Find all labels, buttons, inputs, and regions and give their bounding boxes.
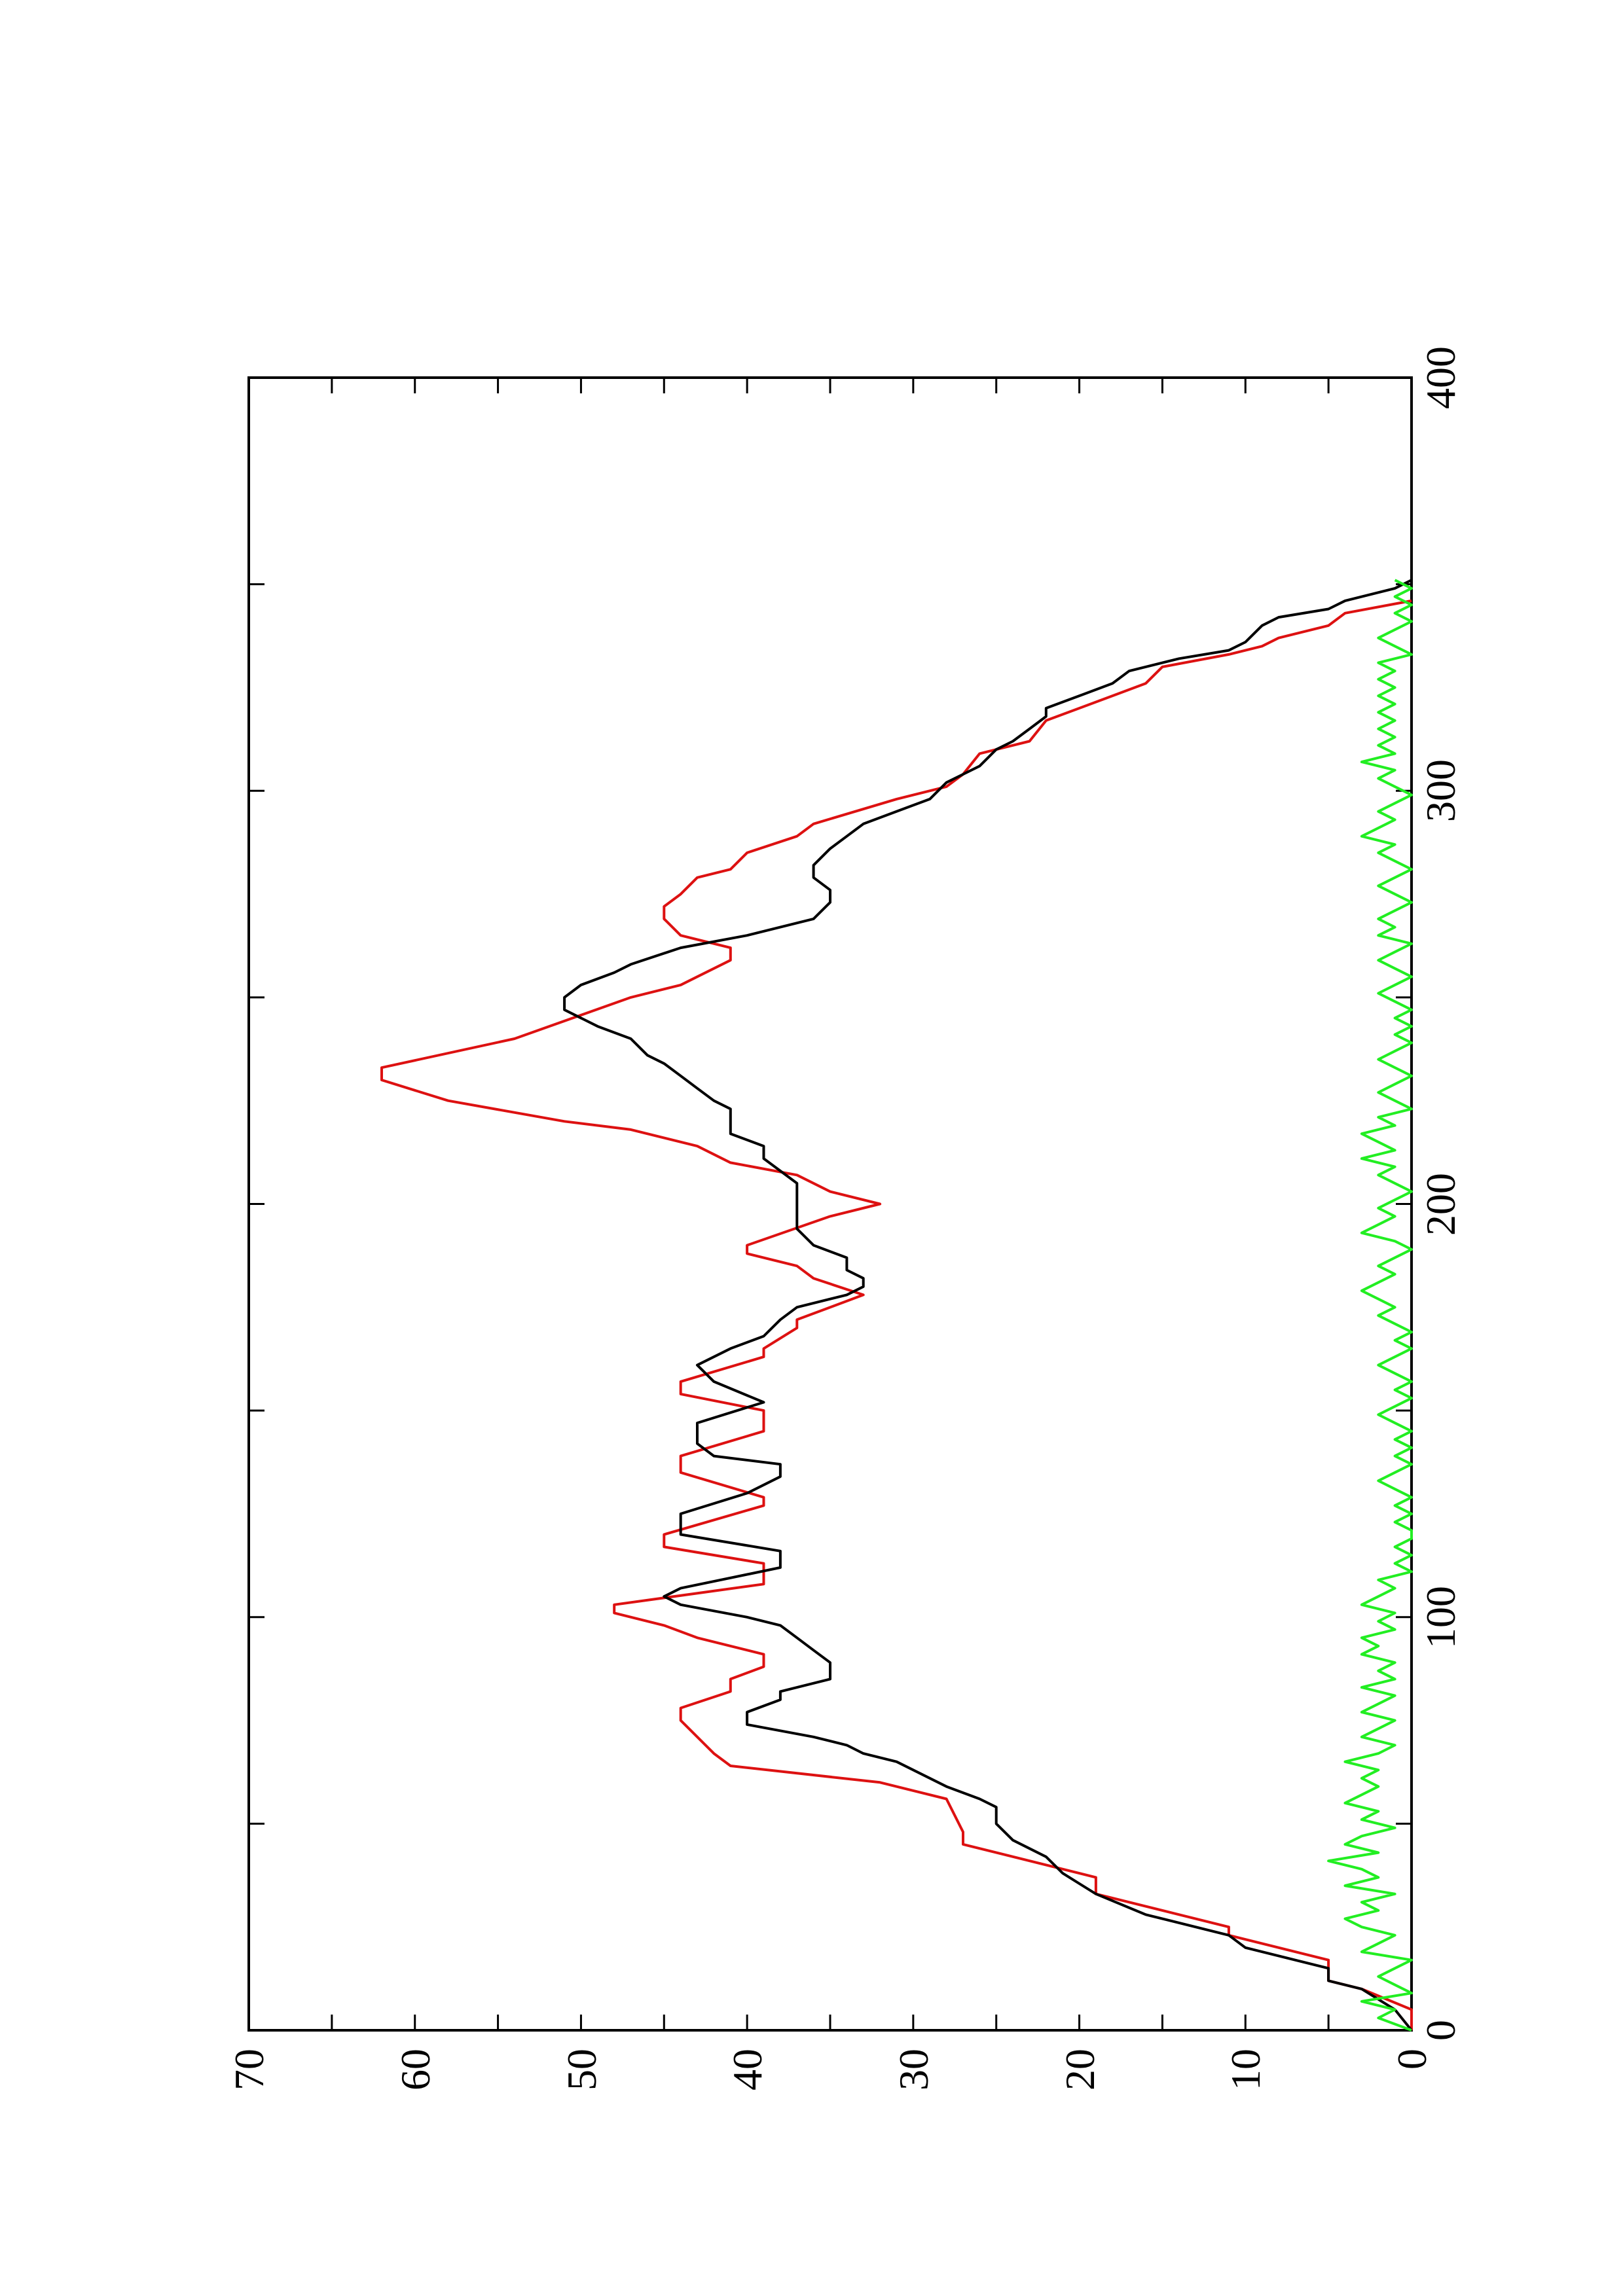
y-tick-label: 30: [890, 2049, 937, 2090]
x-tick-label: 0: [1417, 2020, 1464, 2041]
x-tick-label: 100: [1417, 1586, 1464, 1649]
y-tick-label: 50: [558, 2049, 605, 2090]
y-tick-label: 10: [1222, 2049, 1269, 2090]
y-tick-label: 40: [724, 2049, 771, 2090]
plot-frame: [247, 376, 1413, 2032]
series-line-3: [1327, 579, 1413, 2032]
series-line-1: [380, 599, 1413, 2030]
y-tick-label: 20: [1057, 2049, 1103, 2090]
y-tick-label: 60: [392, 2049, 439, 2090]
x-tick-label: 400: [1417, 346, 1464, 409]
x-tick-label: 300: [1417, 759, 1464, 822]
series-group: [380, 579, 1413, 2032]
series-line-2: [563, 579, 1413, 2032]
x-tick-label: 200: [1417, 1173, 1464, 1236]
tick-marks: [247, 376, 1413, 2032]
y-tick-label: 70: [226, 2049, 272, 2090]
y-tick-label: 0: [1389, 2049, 1435, 2070]
tick-labels: 0 100 200 300 400 0 10 20 30 40 50 60 70: [226, 346, 1464, 2090]
